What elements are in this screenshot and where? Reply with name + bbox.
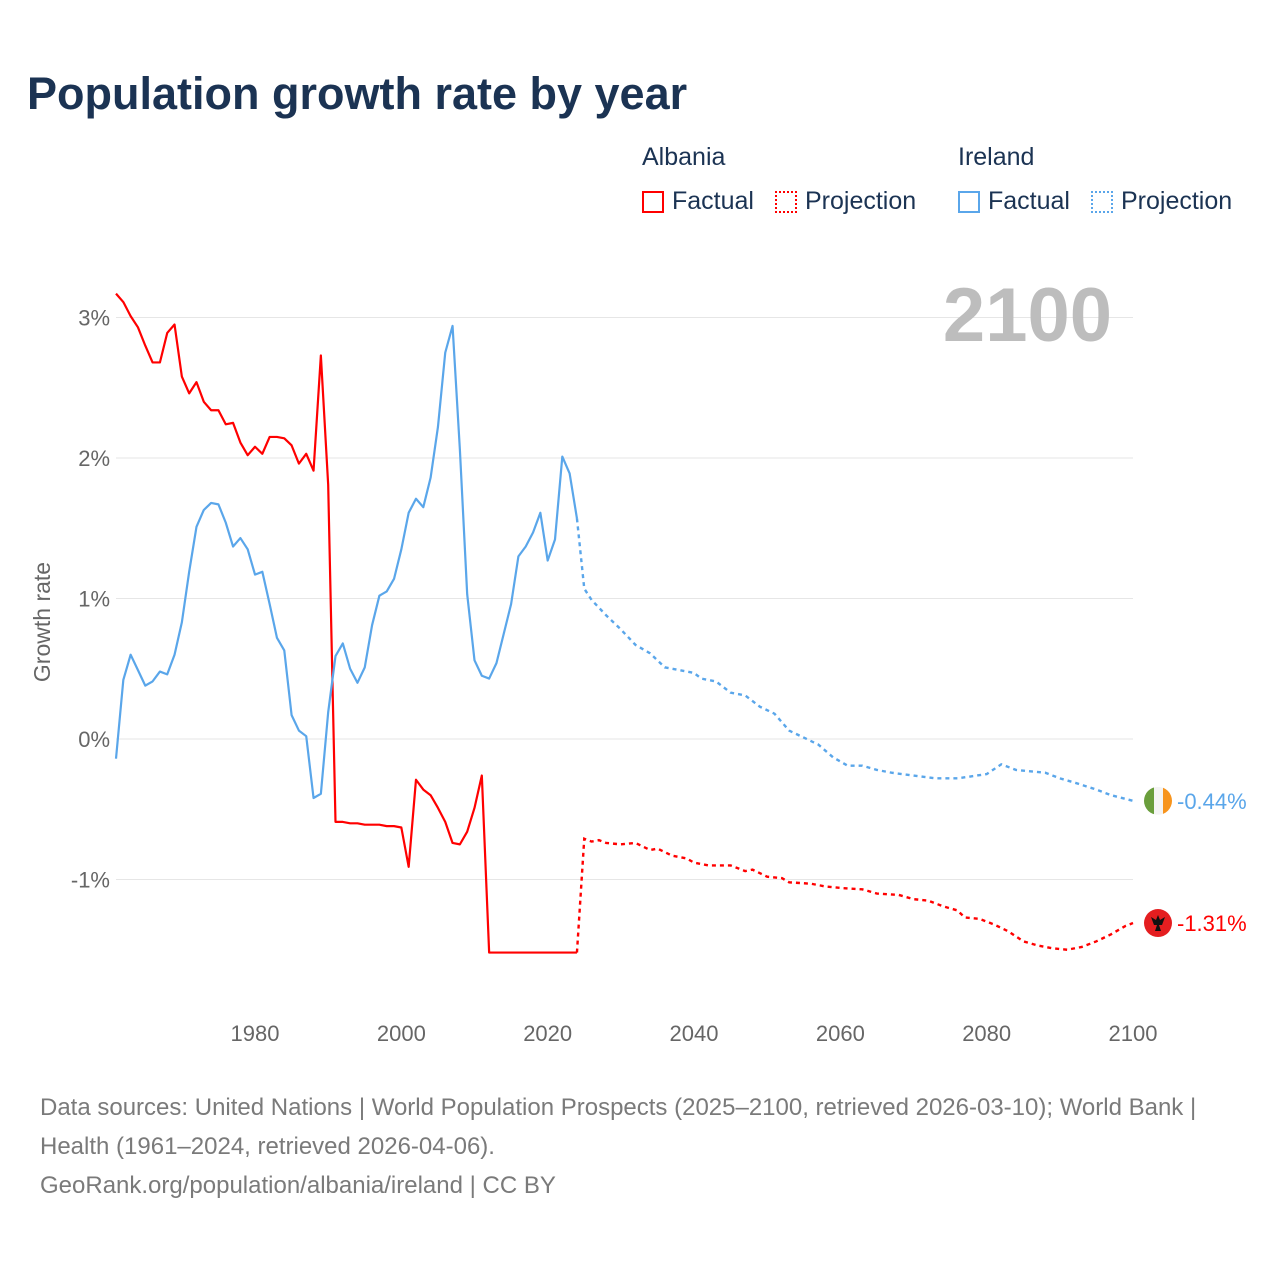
ireland-projection-line [575,518,1134,802]
legend-group-ireland: Ireland [958,143,1035,171]
albania-factual-line [115,292,577,954]
legend-label: Factual [672,187,754,215]
y-tick-label: 2% [78,446,110,471]
ireland-end-value: -0.44% [1177,789,1247,814]
x-tick-label: 2100 [1109,1021,1158,1046]
x-tick-label: 2060 [816,1021,865,1046]
y-tick-label: -1% [71,868,110,893]
legend-label: Factual [988,187,1070,215]
source-link[interactable]: GeoRank.org/population/albania/ireland |… [40,1172,556,1199]
legend-swatch-solid [958,190,980,213]
y-tick-label: 3% [78,306,110,331]
y-axis-label: Growth rate [29,562,55,682]
legend-group-albania: Albania [642,143,726,171]
chart-title: Population growth rate by year [27,68,688,119]
current-year-label: 2100 [942,273,1112,358]
ireland-flag-icon [1144,786,1172,815]
y-tick-label: 1% [78,587,110,612]
albania-flag-icon [1144,909,1172,938]
x-tick-label: 1980 [231,1021,280,1046]
ireland-factual-line [114,324,579,800]
legend-label: Projection [805,187,917,215]
x-tick-label: 2000 [377,1021,426,1046]
legend-label: Projection [1121,187,1233,215]
y-tick-label: 0% [78,727,110,752]
x-tick-label: 2040 [670,1021,719,1046]
data-sources: Data sources: United Nations | World Pop… [40,1094,1197,1160]
legend-swatch-dotted [1091,190,1113,213]
albania-end-value: -1.31% [1177,911,1247,936]
legend-ireland-projection[interactable]: Projection [1091,187,1232,216]
legend-ireland-factual[interactable]: Factual [958,187,1070,216]
legend-swatch-dotted [775,190,797,213]
legend-swatch-solid [642,190,664,213]
x-tick-label: 2080 [962,1021,1011,1046]
x-tick-label: 2020 [523,1021,572,1046]
footer: Data sources: United Nations | World Pop… [40,1088,1240,1205]
albania-projection-line [575,837,1134,953]
legend-albania-projection[interactable]: Projection [775,187,916,216]
legend-albania-factual[interactable]: Factual [642,187,754,216]
